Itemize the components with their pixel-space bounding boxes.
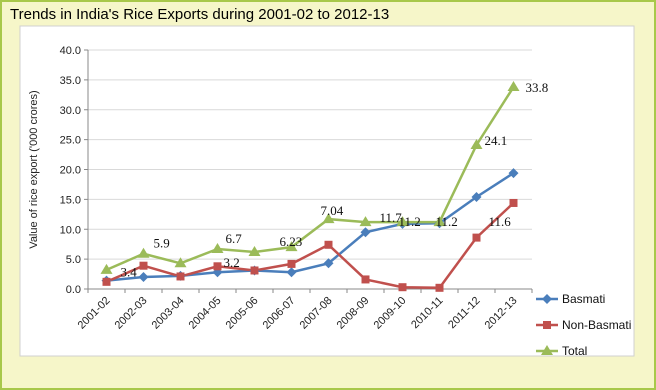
legend-label-non-basmati: Non-Basmati (562, 318, 631, 332)
total-point (137, 247, 150, 258)
y-axis-label: Value of rice export ('000 crores) (28, 90, 40, 248)
data-label: 3.4 (121, 265, 138, 280)
basmati-point (138, 272, 149, 283)
non-basmati-point (250, 266, 259, 275)
data-label: 24.1 (485, 133, 508, 148)
y-tick-label: 20.0 (60, 165, 81, 177)
data-label: 7.04 (321, 203, 344, 218)
legend-label-total: Total (562, 344, 587, 358)
y-tick-label: 15.0 (60, 194, 81, 206)
non-basmati-point (472, 233, 481, 242)
y-tick-label: 5.0 (66, 254, 81, 266)
y-tick-label: 35.0 (60, 75, 81, 87)
data-label: 6.7 (226, 231, 243, 246)
non-basmati-point (139, 261, 148, 270)
legend-marker-basmati (542, 294, 552, 304)
total-point (211, 242, 224, 253)
plot-background (19, 25, 635, 357)
non-basmati-point (287, 259, 296, 268)
non-basmati-point (361, 275, 370, 284)
total-point (322, 213, 335, 224)
total-point (248, 245, 261, 256)
data-label: 11.7 (380, 210, 403, 225)
legend-label-basmati: Basmati (562, 292, 605, 306)
basmati-line (106, 172, 515, 282)
series-markers (100, 81, 520, 292)
data-label: 33.8 (526, 80, 549, 95)
total-point (396, 216, 409, 227)
data-label: 11.6 (489, 214, 512, 229)
total-point (359, 216, 372, 227)
non-basmati-point (435, 283, 444, 292)
total-point (100, 263, 113, 274)
basmati-point (360, 227, 371, 238)
total-point (174, 257, 187, 268)
non-basmati-point (324, 240, 333, 249)
data-label: 11.2 (399, 214, 421, 229)
non-basmati-line (106, 202, 515, 290)
total-point (507, 81, 520, 92)
basmati-point (286, 267, 297, 278)
non-basmati-point (509, 198, 518, 207)
data-label: 11.2 (436, 214, 458, 229)
total-point (285, 241, 298, 252)
basmati-point (323, 258, 334, 269)
data-label: 5.9 (154, 236, 170, 251)
legend-marker-non-basmati (543, 321, 551, 329)
y-tick-label: 0.0 (66, 284, 81, 296)
total-point (470, 139, 483, 150)
y-tick-label: 40.0 (60, 45, 81, 57)
axes (84, 49, 533, 293)
non-basmati-point (213, 262, 222, 271)
non-basmati-point (102, 277, 111, 286)
basmati-point (508, 168, 519, 179)
y-tick-label: 10.0 (60, 224, 81, 236)
data-label: 6.23 (280, 234, 303, 249)
basmati-point (471, 191, 482, 202)
y-tick-labels: 0.0 5.0 10.0 15.0 20.0 25.0 30.0 35.0 40.0 (60, 45, 81, 296)
series-lines (106, 86, 515, 290)
legend-marker-total (541, 345, 553, 355)
chart-title: Trends in India's Rice Exports during 20… (10, 6, 390, 23)
y-tick-label: 30.0 (60, 105, 81, 117)
total-point (433, 216, 446, 227)
y-tick-label: 25.0 (60, 135, 81, 147)
data-labels: 3.45.9 6.7 6.237.04 11.711.2 11.2 11.624.133.… (121, 80, 549, 280)
total-line (106, 86, 515, 272)
legend: Basmati Non-Basmati Total (536, 292, 631, 358)
data-label: 3.2 (224, 255, 240, 270)
non-basmati-point (398, 283, 407, 292)
gridlines (88, 49, 532, 260)
non-basmati-point (176, 272, 185, 281)
